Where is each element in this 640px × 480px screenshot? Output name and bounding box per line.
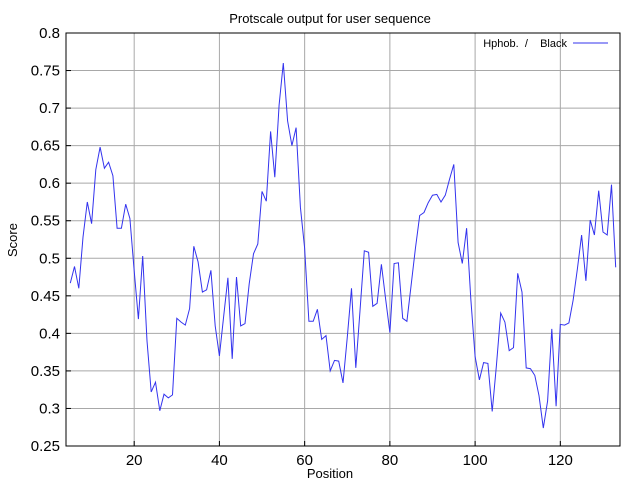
x-tick-label: 80 xyxy=(382,452,399,469)
y-tick-label: 0.25 xyxy=(31,438,60,455)
plot-frame xyxy=(65,32,621,447)
x-tick-label: 40 xyxy=(211,452,228,469)
y-axis-label: Score xyxy=(5,223,20,257)
y-tick-label: 0.65 xyxy=(31,138,60,155)
x-axis-label: Position xyxy=(307,466,353,480)
x-tick-label: 20 xyxy=(126,452,143,469)
y-tick-label: 0.75 xyxy=(31,63,60,80)
x-tick-label: 100 xyxy=(463,452,488,469)
y-tick-label: 0.7 xyxy=(39,100,60,117)
y-tick-label: 0.55 xyxy=(31,213,60,230)
legend-label: Hphob. / Black xyxy=(483,38,567,50)
y-axis: 0.25 0.3 0.35 0.4 0.45 0.5 0.55 0.6 0.65 0.7 0.75 0… xyxy=(31,25,71,455)
y-tick-label: 0.4 xyxy=(39,325,60,342)
y-tick-label: 0.35 xyxy=(31,363,60,380)
y-tick-label: 0.8 xyxy=(39,25,60,42)
y-tick-label: 0.45 xyxy=(31,288,60,305)
x-tick-label: 120 xyxy=(548,452,573,469)
y-tick-label: 0.5 xyxy=(39,250,60,267)
y-tick-label: 0.6 xyxy=(39,175,60,192)
x-axis: 20 40 60 80 100 120 xyxy=(126,441,573,469)
legend: Hphob. / Black xyxy=(483,38,608,50)
x-tick-label: 60 xyxy=(296,452,313,469)
series-line-hphob-black xyxy=(69,62,617,429)
y-tick-label: 0.3 xyxy=(39,400,60,417)
chart-title: Protscale output for user sequence xyxy=(229,11,431,26)
